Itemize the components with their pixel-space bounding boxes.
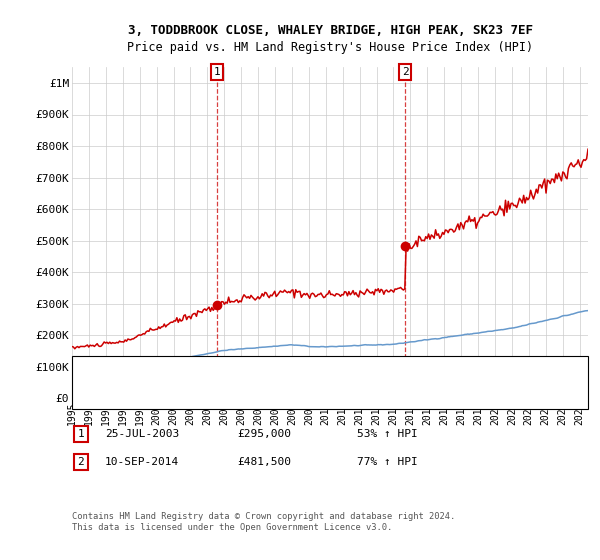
Text: 2: 2 [402, 67, 409, 77]
Text: 1: 1 [214, 67, 220, 77]
Text: 77% ↑ HPI: 77% ↑ HPI [357, 457, 418, 467]
Text: 3, TODDBROOK CLOSE, WHALEY BRIDGE, HIGH PEAK, SK23 7EF (detached house): 3, TODDBROOK CLOSE, WHALEY BRIDGE, HIGH … [105, 366, 531, 376]
Text: Price paid vs. HM Land Registry's House Price Index (HPI): Price paid vs. HM Land Registry's House … [127, 41, 533, 54]
Text: Contains HM Land Registry data © Crown copyright and database right 2024.
This d: Contains HM Land Registry data © Crown c… [72, 512, 455, 532]
Text: 3, TODDBROOK CLOSE, WHALEY BRIDGE, HIGH PEAK, SK23 7EF: 3, TODDBROOK CLOSE, WHALEY BRIDGE, HIGH … [128, 24, 533, 38]
Text: HPI: Average price, detached house, High Peak: HPI: Average price, detached house, High… [105, 387, 375, 397]
Text: ——: —— [75, 385, 92, 399]
Text: ——: —— [75, 363, 92, 377]
Text: £295,000: £295,000 [237, 429, 291, 439]
Text: £481,500: £481,500 [237, 457, 291, 467]
Text: 10-SEP-2014: 10-SEP-2014 [105, 457, 179, 467]
Text: 1: 1 [77, 429, 85, 439]
Text: 53% ↑ HPI: 53% ↑ HPI [357, 429, 418, 439]
Text: 2: 2 [77, 457, 85, 467]
Text: 25-JUL-2003: 25-JUL-2003 [105, 429, 179, 439]
